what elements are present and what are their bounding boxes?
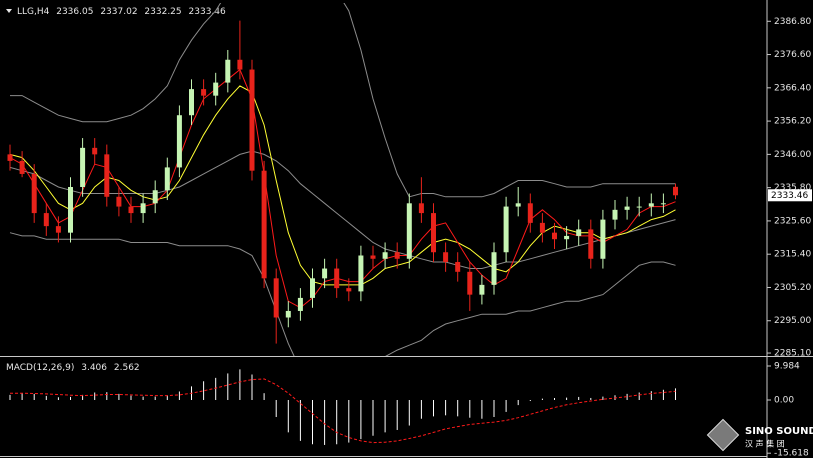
candle-body xyxy=(455,262,461,272)
candle-body xyxy=(152,190,158,204)
candle-body xyxy=(588,229,594,259)
candle-body xyxy=(43,213,49,227)
candle-body xyxy=(673,186,678,196)
y-tick-label: -15.618 xyxy=(774,449,809,458)
indicator-line xyxy=(9,85,676,286)
candle-body xyxy=(140,203,146,214)
candle-body xyxy=(418,203,424,214)
close: 2333.46 xyxy=(189,7,226,17)
chart-header: LLG,H4 2336.05 2337.02 2332.25 2333.46 xyxy=(17,7,226,17)
candle-body xyxy=(55,226,61,233)
candle-body xyxy=(261,170,267,279)
candle-body xyxy=(189,89,194,116)
logo-subtitle: 汉 声 集 团 xyxy=(745,439,785,449)
candle-body xyxy=(564,235,570,240)
candle-body xyxy=(467,271,473,295)
logo: SINO SOUND 汉 声 集 团 xyxy=(706,418,813,452)
candle-body xyxy=(576,229,582,236)
candle-body xyxy=(80,147,86,187)
candle-body xyxy=(527,203,533,223)
y-tick-label: 2315.40 xyxy=(774,250,811,260)
candle-body xyxy=(128,206,134,214)
macd-panel xyxy=(9,369,676,445)
macd-title: MACD(12,26,9) xyxy=(6,363,74,373)
candle-body xyxy=(225,59,231,83)
low: 2332.25 xyxy=(144,7,181,17)
price-label: 2333.46 xyxy=(771,191,808,201)
y-tick-label: 2335.80 xyxy=(774,183,811,193)
signal-line xyxy=(10,378,676,444)
candle-body xyxy=(624,206,630,210)
y-tick-label: 2325.60 xyxy=(774,216,811,226)
indicator-line xyxy=(9,232,676,356)
y-tick-label: 2366.40 xyxy=(774,83,811,93)
candle-body xyxy=(515,203,521,207)
candle-body xyxy=(249,69,255,171)
y-tick-label: 2356.20 xyxy=(774,117,811,127)
candle-body xyxy=(31,173,37,214)
y-tick-label: 2295.00 xyxy=(774,316,811,326)
candle-body xyxy=(394,252,400,259)
indicator-line xyxy=(9,150,676,269)
candle-body xyxy=(201,89,207,96)
y-tick-label: 2386.80 xyxy=(774,17,811,27)
candle-body xyxy=(539,222,545,233)
price-label-box xyxy=(768,189,812,202)
candle-body xyxy=(104,154,110,197)
macd-header: MACD(12,26,9) 3.406 2.562 xyxy=(6,363,140,373)
candle-body xyxy=(479,284,485,295)
candle-body xyxy=(370,255,376,259)
candle-body xyxy=(431,213,436,253)
candle-body xyxy=(443,252,449,263)
candle-body xyxy=(285,310,291,318)
menu-triangle[interactable] xyxy=(6,9,12,13)
y-tick-label: 2376.60 xyxy=(774,50,811,60)
candle-body xyxy=(358,255,364,292)
y-tick-label: 2305.20 xyxy=(774,283,811,293)
candle-body xyxy=(612,209,618,220)
candle-body xyxy=(322,268,328,279)
axis: 2386.80 2376.60 2366.40 2356.20 2346.00 2335.… xyxy=(767,17,812,458)
candle-body xyxy=(491,252,497,285)
candle-body xyxy=(503,206,509,253)
y-tick-label: 2285.10 xyxy=(774,349,811,359)
open: 2336.05 xyxy=(56,7,93,17)
y-tick-label: 0.00 xyxy=(774,395,794,405)
high: 2337.02 xyxy=(100,7,137,17)
candle-body xyxy=(92,147,98,155)
indicator-line xyxy=(9,68,676,309)
candle-body xyxy=(660,203,666,205)
candle-body xyxy=(346,288,352,292)
candle-body xyxy=(116,196,122,207)
y-tick-label: 2346.00 xyxy=(774,150,811,160)
candle-body xyxy=(176,115,182,168)
indicator-line xyxy=(10,3,676,198)
candle-body xyxy=(600,219,606,259)
candle-body xyxy=(297,297,303,311)
candle-body xyxy=(68,186,73,233)
candle-body xyxy=(213,82,219,96)
candle-body xyxy=(237,59,243,70)
candle-body xyxy=(7,154,13,161)
candle-body xyxy=(310,278,315,298)
price-panel xyxy=(7,3,678,356)
candle-body xyxy=(334,268,340,289)
candle-body xyxy=(19,160,25,174)
candle-body xyxy=(273,278,279,318)
signal-value: 2.562 xyxy=(114,363,140,373)
candle-body xyxy=(552,232,557,240)
macd-value: 3.406 xyxy=(81,363,107,373)
candle-body xyxy=(406,203,412,259)
candle-body xyxy=(636,206,642,208)
logo-icon xyxy=(706,418,740,452)
y-tick-label: 9.984 xyxy=(774,361,800,371)
candle-body xyxy=(164,167,170,191)
candle-body xyxy=(648,203,654,207)
candle-body xyxy=(382,252,388,259)
symbol: LLG,H4 xyxy=(17,7,50,17)
logo-name: SINO SOUND xyxy=(745,426,813,437)
